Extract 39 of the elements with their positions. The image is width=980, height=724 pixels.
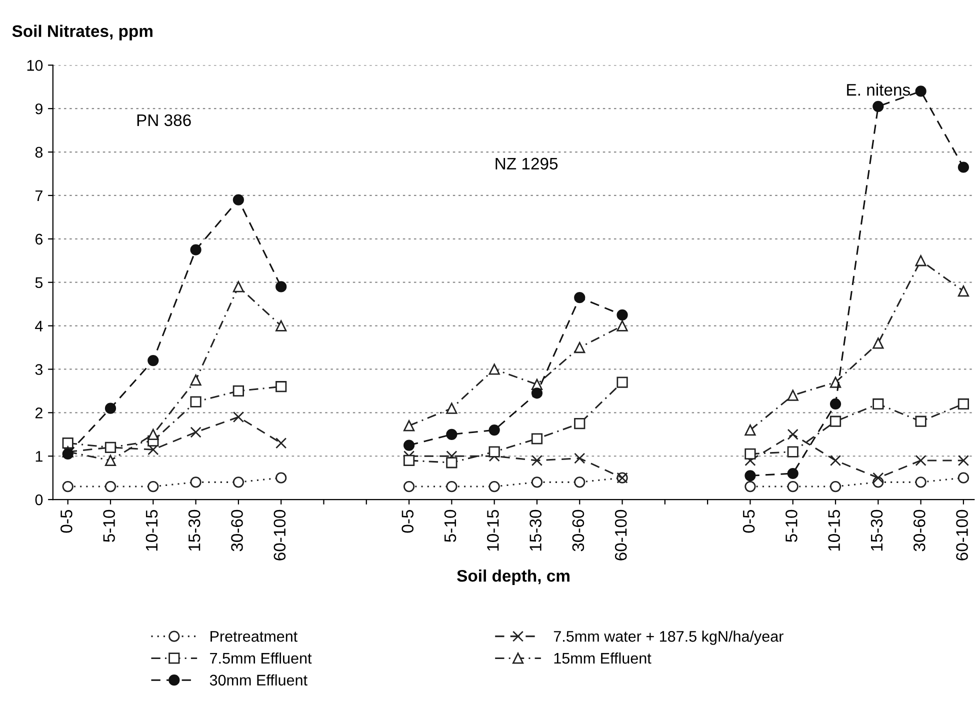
annotation: NZ 1295	[496, 158, 558, 170]
y-tick-label: 2	[35, 408, 42, 418]
x-tick-label: 30-60	[231, 510, 243, 552]
x-tick-label: 15-30	[188, 510, 200, 551]
x-tick-label: 60-100	[956, 510, 968, 560]
x-tick-label: 5-10	[786, 510, 798, 542]
legend-label: 15mm Effluent	[554, 652, 652, 664]
y-tick-label: 4	[35, 320, 43, 332]
x-tick-label: 10-15	[828, 510, 840, 551]
y-tick-label: 3	[35, 364, 43, 375]
x-tick-label: 15-30	[870, 510, 883, 551]
x-tick-label: 5-10	[103, 510, 115, 542]
x-tick-label: 0-5	[742, 510, 755, 533]
legend-label: Pretreatment	[210, 631, 298, 642]
legend-label: 30mm Effluent	[210, 674, 308, 686]
x-tick-label: 0-5	[60, 510, 72, 533]
x-tick-label: 60-100	[274, 510, 286, 560]
x-tick-label: 10-15	[487, 510, 499, 551]
legend-label: 7.5mm water + 187.5 kgN/ha/year	[554, 630, 784, 645]
annotation: PN 386	[137, 114, 191, 126]
x-tick-label: 0-5	[402, 510, 414, 533]
y-tick-label: 6	[35, 234, 43, 245]
legend-label: 7.5mm Effluent	[210, 652, 312, 664]
x-tick-label: 30-60	[913, 510, 926, 552]
x-tick-label: 30-60	[572, 510, 584, 552]
annotation: E. nitens	[847, 83, 910, 96]
y-tick-label: 0	[35, 494, 43, 506]
x-tick-label: 15-30	[530, 510, 542, 551]
x-tick-label: 5-10	[444, 510, 456, 542]
y-tick-label: 8	[35, 146, 43, 158]
y-tick-label: 9	[35, 103, 42, 114]
y-tick-label: 1	[36, 451, 42, 462]
x-axis-title: Soil depth, cm	[457, 570, 570, 586]
x-tick-label: 10-15	[146, 510, 158, 551]
y-axis-title: Soil Nitrates, ppm	[12, 24, 152, 40]
y-tick-label: 5	[35, 277, 43, 288]
y-tick-label: 10	[27, 60, 43, 71]
x-tick-label: 60-100	[614, 510, 627, 560]
y-tick-label: 7	[35, 190, 42, 202]
